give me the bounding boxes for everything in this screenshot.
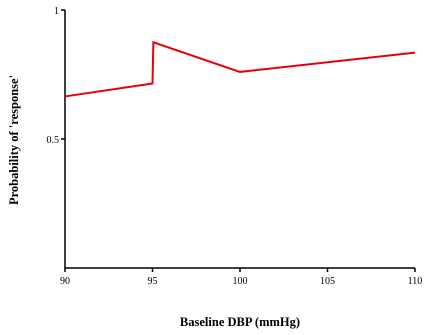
axes (61, 9, 416, 272)
x-tick-label: 105 (320, 276, 335, 287)
x-tick-label: 100 (233, 276, 248, 287)
x-tick-label: 90 (60, 276, 70, 287)
x-axis-label: Baseline DBP (mmHg) (180, 315, 300, 329)
series-line-0 (64, 40, 416, 98)
y-tick-label: 0.5 (47, 135, 60, 146)
x-tick-label: 95 (148, 276, 158, 287)
series-layer (64, 40, 416, 98)
y-tick-label: 1 (54, 6, 59, 17)
x-tick-label: 110 (408, 276, 423, 287)
tick-labels: 90 95 100 105 110 0.5 1 (47, 6, 423, 287)
y-axis-label: Probability of 'response' (7, 75, 21, 205)
